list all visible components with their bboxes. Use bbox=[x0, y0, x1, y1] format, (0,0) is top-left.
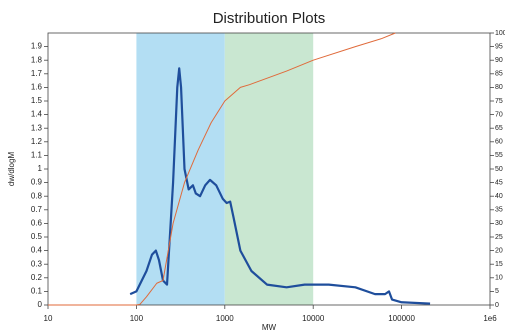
y-tick-label: 1.9 bbox=[31, 42, 43, 51]
x-tick-label: 10000 bbox=[302, 314, 325, 323]
y2-tick-label: 5 bbox=[495, 288, 499, 295]
y-tick-label: 0.7 bbox=[31, 205, 43, 214]
x-tick-label: 100000 bbox=[388, 314, 415, 323]
y-tick-label: 0.2 bbox=[31, 273, 43, 282]
y-tick-label: 0.3 bbox=[31, 259, 43, 268]
y2-tick-label: 15 bbox=[495, 261, 503, 268]
y-tick-label: 1.2 bbox=[31, 137, 43, 146]
y-tick-label: 1.1 bbox=[31, 151, 43, 160]
cumulative-line bbox=[48, 32, 396, 306]
y2-tick-label: 45 bbox=[495, 179, 503, 186]
y-tick-label: 1 bbox=[38, 164, 43, 173]
y-tick-label: 1.4 bbox=[31, 110, 43, 119]
y2-tick-label: 65 bbox=[495, 125, 503, 132]
y-tick-label: 1.7 bbox=[31, 69, 43, 78]
y-tick-label: 0.1 bbox=[31, 287, 43, 296]
y-tick-label: 0.6 bbox=[31, 219, 43, 228]
y2-tick-label: 10 bbox=[495, 275, 503, 282]
y2-tick-label: 55 bbox=[495, 152, 503, 159]
y2-tick-label: 80 bbox=[495, 84, 503, 91]
x-tick-label: 100 bbox=[130, 314, 144, 323]
shaded-region bbox=[224, 33, 314, 305]
y2-tick-label: 30 bbox=[495, 220, 503, 227]
y2-tick-label: 70 bbox=[495, 111, 503, 118]
y-tick-label: 1.8 bbox=[31, 55, 43, 64]
y-tick-label: 0.8 bbox=[31, 191, 43, 200]
y2-tick-label: 35 bbox=[495, 207, 503, 214]
y-tick-label: 0.4 bbox=[31, 246, 43, 255]
x-tick-label: 1000 bbox=[216, 314, 234, 323]
y-tick-label: 1.6 bbox=[31, 83, 43, 92]
y2-tick-label: 75 bbox=[495, 98, 503, 105]
y-tick-label: 1.5 bbox=[31, 96, 43, 105]
y2-tick-label: 40 bbox=[495, 193, 503, 200]
y-tick-label: 1.3 bbox=[31, 123, 43, 132]
y2-tick-label: 90 bbox=[495, 57, 503, 64]
x-axis-title: MW bbox=[262, 323, 277, 332]
y-axis-title: dw/dlogM bbox=[7, 152, 16, 187]
y2-tick-label: 20 bbox=[495, 247, 503, 254]
y2-tick-label: 85 bbox=[495, 71, 503, 78]
y2-tick-label: 95 bbox=[495, 43, 503, 50]
y-tick-label: 0.5 bbox=[31, 232, 43, 241]
chart-title: Distribution Plots bbox=[213, 10, 326, 27]
y-tick-label: 0.9 bbox=[31, 178, 43, 187]
y2-tick-label: 60 bbox=[495, 139, 503, 146]
y2-tick-label: 25 bbox=[495, 234, 503, 241]
y2-tick-label: 50 bbox=[495, 166, 503, 173]
x-tick-label: 10 bbox=[44, 314, 53, 323]
x-tick-label: 1e6 bbox=[483, 314, 497, 323]
y-tick-label: 0 bbox=[38, 300, 43, 309]
y2-tick-label: 0 bbox=[495, 302, 499, 309]
y2-tick-label: 100 bbox=[495, 30, 505, 37]
